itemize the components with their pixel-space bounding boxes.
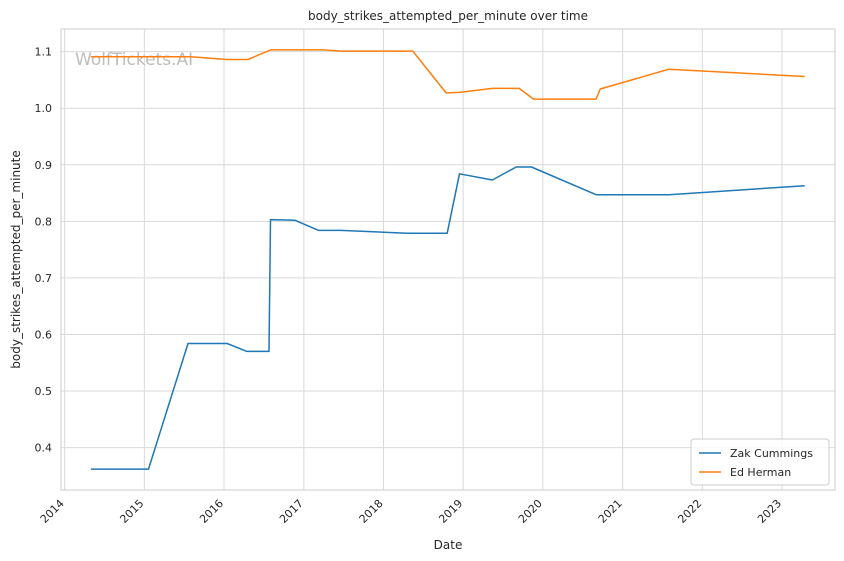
y-tick-label: 0.5 — [35, 385, 53, 398]
y-tick-label: 0.7 — [35, 272, 53, 285]
x-tick-label: 2015 — [117, 497, 146, 526]
x-tick-label: 2017 — [277, 497, 306, 526]
y-tick-label: 0.9 — [35, 159, 53, 172]
x-tick-label: 2023 — [755, 497, 784, 526]
grid — [61, 29, 835, 490]
y-tick-label: 0.8 — [35, 215, 53, 228]
x-tick-label: 2020 — [516, 497, 545, 526]
x-tick-label: 2022 — [675, 497, 704, 526]
x-axis-title: Date — [434, 538, 463, 552]
x-tick-label: 2014 — [38, 497, 67, 526]
y-tick-label: 0.4 — [35, 442, 53, 455]
y-tick-label: 1.1 — [35, 46, 53, 59]
series-line-1 — [90, 49, 805, 100]
x-tick-label: 2019 — [436, 497, 465, 526]
y-tick-label: 1.0 — [35, 102, 53, 115]
plot-frame — [60, 28, 836, 491]
y-tick-label: 0.6 — [35, 328, 53, 341]
y-axis-title: body_strikes_attempted_per_minute — [9, 150, 23, 368]
y-axis-ticks: 0.4 0.5 0.6 0.7 0.8 0.9 1.0 1.1 — [35, 46, 53, 455]
x-tick-label: 2021 — [596, 497, 625, 526]
series-line-0 — [90, 166, 805, 470]
x-tick-label: 2016 — [197, 497, 226, 526]
x-axis-ticks: 2014 2015 2016 2017 2018 2019 2020 2021 2022 2023 — [38, 497, 784, 526]
series-layer — [90, 49, 805, 470]
legend-label: Zak Cummings — [730, 447, 813, 460]
chart-title: body_strikes_attempted_per_minute over t… — [308, 9, 588, 23]
watermark: WolfTickets.AI — [75, 50, 193, 70]
legend-label: Ed Herman — [730, 466, 791, 479]
legend: Zak Cummings Ed Herman — [690, 438, 830, 486]
legend-box — [690, 438, 830, 486]
x-tick-label: 2018 — [357, 497, 386, 526]
